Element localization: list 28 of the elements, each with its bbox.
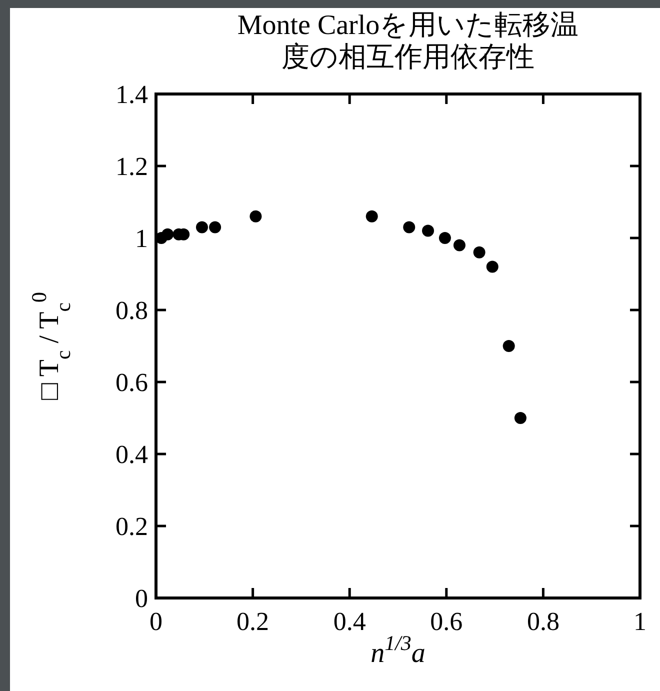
x-axis-title: n$^{1/3}$a [370, 631, 426, 669]
x-tick-label: 1 [634, 607, 646, 636]
point [502, 340, 515, 352]
point [403, 221, 416, 234]
y-tick-label: 0.2 [116, 512, 148, 541]
point [162, 228, 174, 240]
point [196, 221, 208, 234]
point [366, 210, 378, 222]
y-tick-label: 0.8 [116, 296, 148, 325]
y-tick-label: 0.4 [116, 440, 148, 469]
point [473, 246, 486, 258]
y-tick-label: 1 [135, 224, 148, 253]
point [422, 224, 434, 237]
x-tick-label: 0.8 [526, 607, 560, 636]
x-tick-label: 0.2 [236, 607, 270, 636]
point [514, 412, 526, 424]
y-tick-label: 0 [135, 584, 148, 613]
x-tick-label: 0.6 [430, 607, 463, 636]
y-tick-label: 0.6 [116, 368, 148, 397]
point [438, 232, 451, 244]
point [209, 221, 222, 234]
y-tick-label: 1.2 [116, 152, 148, 181]
point [486, 260, 498, 273]
y-tick-label: 1.4 [116, 80, 148, 109]
point [453, 239, 466, 252]
x-tick-label: 0.4 [333, 607, 366, 636]
chart-title: Monte Carloを用いた転移温度の相互作用依存性 [237, 10, 579, 73]
point [250, 210, 262, 222]
